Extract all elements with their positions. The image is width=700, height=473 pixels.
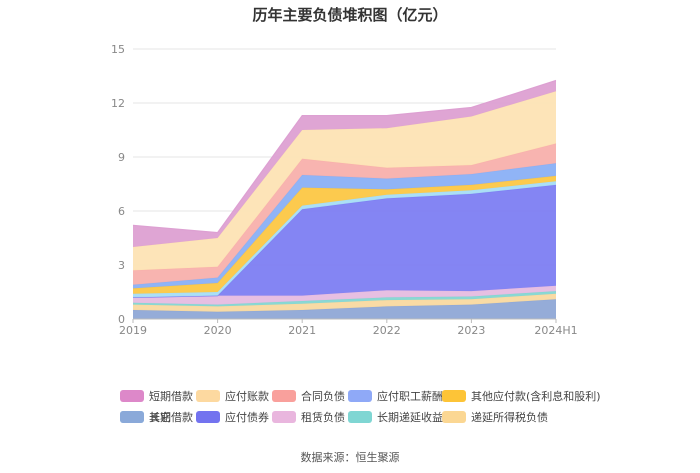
x-tick-label: 2020 — [204, 324, 232, 337]
legend-swatch — [348, 411, 372, 423]
area-series-3 — [133, 285, 556, 305]
area-series-10 — [133, 80, 556, 247]
y-tick-label: 15 — [111, 43, 125, 56]
area-edge-10 — [132, 79, 557, 234]
area-series-6 — [133, 175, 556, 294]
area-series-2 — [133, 291, 556, 307]
legend-label: 应付职工薪酬 — [377, 390, 443, 403]
legend-swatch — [442, 390, 466, 402]
y-tick-label: 9 — [118, 151, 125, 164]
legend-label: 短期借款 — [149, 390, 193, 403]
legend-swatch — [272, 411, 296, 423]
area-series-9 — [133, 91, 556, 271]
x-tick-label: 2021 — [288, 324, 316, 337]
area-edge-0 — [132, 298, 557, 313]
y-tick-label: 3 — [118, 259, 125, 272]
area-series-0 — [133, 299, 556, 319]
legend-item[interactable]: 应付职工薪酬 — [348, 388, 443, 404]
legend-swatch — [120, 390, 144, 402]
legend-label: 租赁负债 — [301, 411, 345, 424]
legend-label: 其他应付款(含利息和股利) — [471, 390, 601, 403]
legend-swatch — [348, 390, 372, 402]
legend-item[interactable]: 长期递延收益 — [348, 409, 443, 425]
legend-item[interactable]: 短期借款 — [120, 388, 193, 404]
legend-item[interactable]: 应付账款 — [196, 388, 269, 404]
x-tick-label: 2019 — [119, 324, 147, 337]
data-source: 数据来源：恒生聚源 — [300, 451, 400, 464]
y-tick-label: 6 — [118, 205, 125, 218]
legend-swatch — [196, 411, 220, 423]
legend-item[interactable]: 其它 — [120, 409, 171, 425]
legend-item[interactable]: 合同负债 — [272, 388, 345, 404]
y-tick-label: 0 — [118, 313, 125, 326]
legend-label: 应付账款 — [225, 390, 269, 403]
y-tick-label: 12 — [111, 97, 125, 110]
area-series-8 — [133, 143, 556, 285]
x-tick-label: 2022 — [373, 324, 401, 337]
area-series — [132, 79, 557, 319]
legend-label: 递延所得税负债 — [471, 411, 548, 424]
x-tick-label: 2024H1 — [534, 324, 577, 337]
legend-swatch — [196, 390, 220, 402]
legend-item[interactable]: 递延所得税负债 — [442, 409, 548, 425]
x-tick-label: 2023 — [457, 324, 485, 337]
legend-label: 长期借款 — [149, 411, 193, 424]
y-axis: 0 3 6 9 12 15 — [111, 43, 125, 326]
chart-title: 历年主要负债堆积图（亿元） — [252, 6, 448, 24]
area-series-4 — [133, 184, 556, 298]
legend-label: 应付债券 — [225, 411, 269, 424]
legend-item[interactable]: 租赁负债 — [272, 409, 345, 425]
legend-item[interactable]: 其他应付款(含利息和股利) — [442, 388, 601, 404]
legend-swatch — [120, 411, 144, 423]
legend-swatch — [272, 390, 296, 402]
legend-swatch — [442, 411, 466, 423]
legend-item[interactable]: 应付债券 — [196, 409, 269, 425]
x-axis: 2019 2020 2021 2022 2023 2024H1 — [119, 318, 578, 337]
area-series-7 — [133, 163, 556, 289]
legend-label: 合同负债 — [301, 390, 345, 403]
legend-label: 长期递延收益 — [377, 411, 443, 424]
area-series-1 — [133, 293, 556, 312]
legend-label: 其它 — [149, 411, 171, 424]
